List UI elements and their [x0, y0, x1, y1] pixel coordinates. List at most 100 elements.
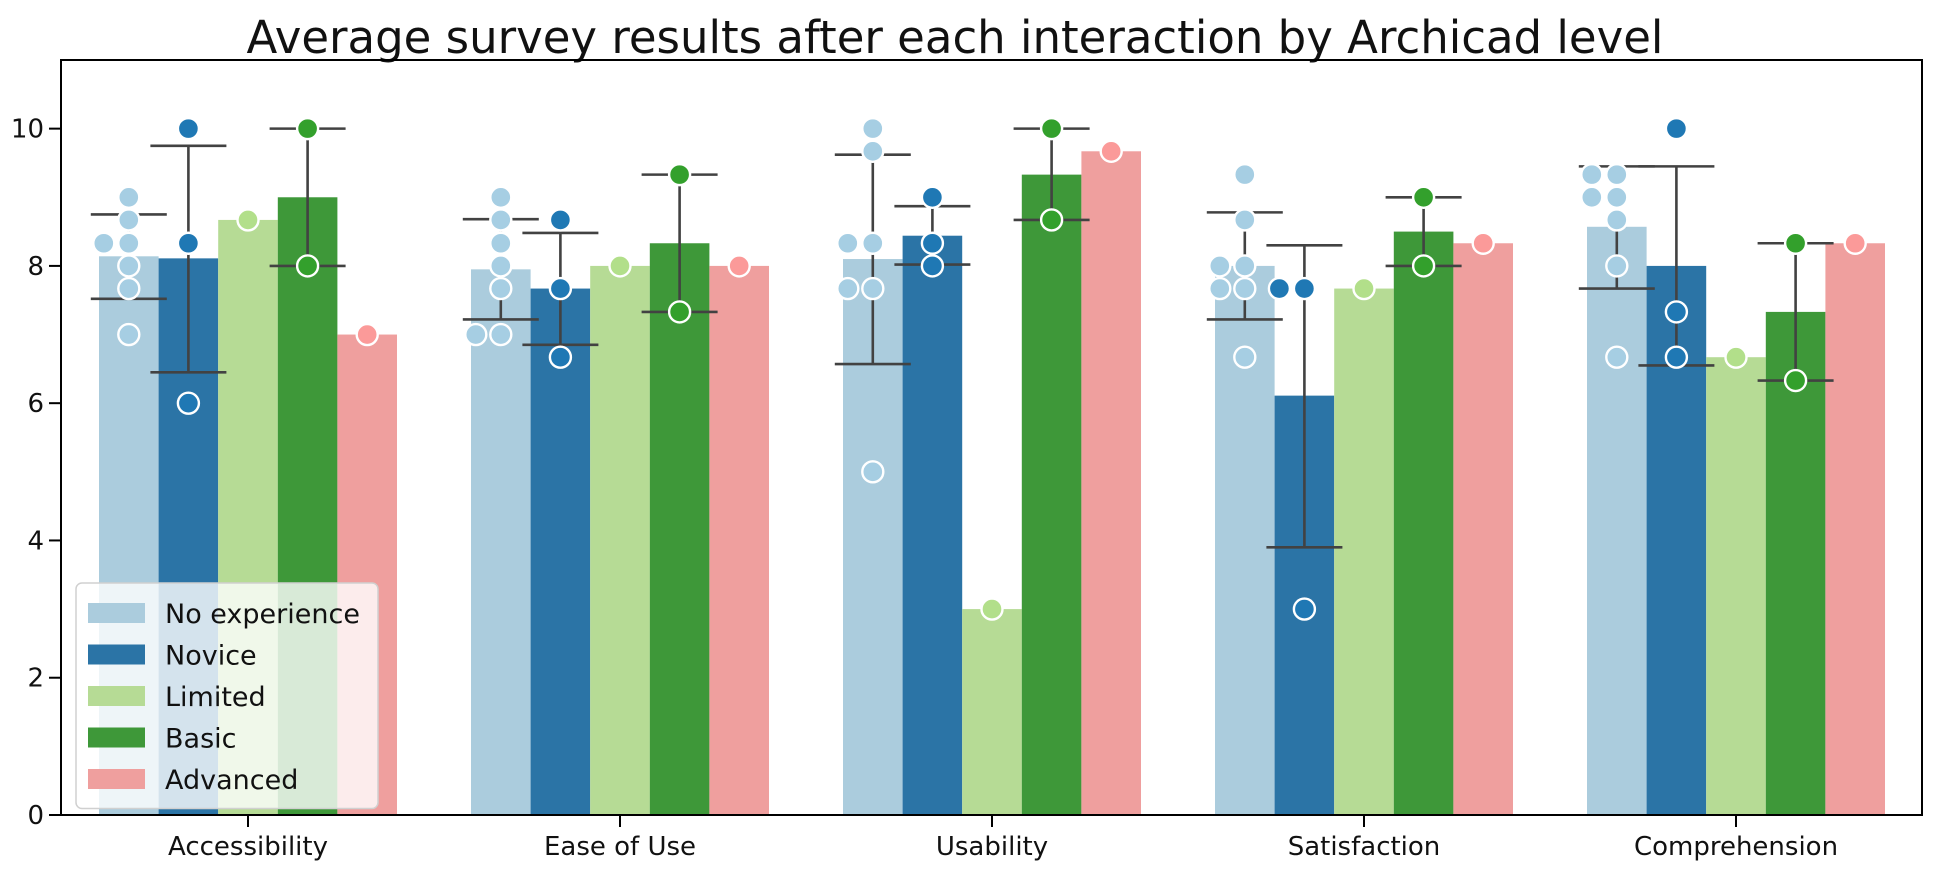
data-point: [1724, 345, 1748, 369]
x-tick-label: Ease of Use: [544, 832, 696, 862]
data-point: [236, 208, 260, 232]
bar-no-experience-comprehension: [1587, 226, 1647, 815]
data-point: [980, 597, 1004, 621]
data-point: [667, 162, 692, 187]
legend-swatch-limited: [88, 686, 145, 706]
data-point: [1233, 162, 1257, 187]
x-tick-label: Accessibility: [168, 832, 328, 862]
bar-basic-usability: [1021, 174, 1082, 815]
data-point: [176, 116, 201, 141]
data-point: [1411, 254, 1436, 278]
data-point: [117, 254, 141, 278]
data-point: [1233, 208, 1257, 232]
legend-swatch-advanced: [88, 769, 145, 789]
data-point: [489, 231, 513, 255]
data-point: [1233, 254, 1257, 278]
legend: No experience Novice Limited Basic Advanced: [75, 582, 379, 810]
data-point: [1580, 162, 1604, 187]
data-point: [667, 300, 692, 324]
bar-advanced-satisfaction: [1453, 243, 1513, 815]
chart-title: Average survey results after each intera…: [247, 11, 1664, 64]
data-point: [1605, 162, 1629, 187]
data-point: [1039, 116, 1064, 141]
data-point: [117, 208, 141, 232]
data-point: [1471, 231, 1495, 255]
legend-label: No experience: [165, 599, 360, 630]
data-point: [489, 322, 513, 347]
data-point: [548, 208, 573, 232]
data-point: [1099, 139, 1123, 163]
data-point: [1843, 231, 1867, 255]
bar-limited-ease-of-use: [590, 265, 650, 816]
y-tick-label: 10: [11, 115, 44, 145]
data-point: [1783, 231, 1808, 255]
points-layer: [92, 116, 1867, 621]
legend-label: Basic: [165, 724, 236, 755]
x-tick-label: Satisfaction: [1288, 832, 1441, 862]
data-point: [176, 391, 201, 415]
data-point: [1783, 368, 1808, 393]
y-tick-label: 2: [27, 664, 44, 694]
data-point: [920, 254, 945, 278]
bar-limited-comprehension: [1706, 357, 1766, 815]
data-point: [1352, 276, 1376, 301]
data-point: [117, 276, 141, 301]
data-point: [489, 185, 513, 209]
data-point: [727, 254, 751, 278]
y-tick-label: 6: [27, 389, 44, 419]
bar-basic-comprehension: [1765, 311, 1826, 815]
bar-advanced-usability: [1081, 151, 1141, 815]
data-point: [608, 254, 632, 278]
data-point: [1664, 300, 1689, 324]
bar-basic-satisfaction: [1393, 231, 1454, 815]
data-point: [489, 276, 513, 301]
data-point: [861, 276, 885, 301]
data-point: [861, 231, 885, 255]
data-point: [489, 254, 513, 278]
legend-swatch-novice: [88, 644, 145, 665]
data-point: [1580, 185, 1604, 209]
data-point: [1605, 208, 1629, 232]
data-point: [836, 276, 860, 301]
data-point: [295, 254, 320, 278]
data-point: [836, 231, 860, 255]
data-point: [1605, 185, 1629, 209]
bar-no-experience-ease-of-use: [471, 269, 531, 815]
legend-swatch-no-experience: [88, 603, 145, 623]
data-point: [548, 345, 573, 369]
data-point: [1233, 345, 1257, 369]
data-point: [464, 322, 488, 347]
data-point: [1267, 276, 1292, 301]
data-point: [548, 276, 573, 301]
bar-novice-ease-of-use: [530, 288, 591, 815]
x-tick-label: Comprehension: [1634, 832, 1838, 862]
data-point: [1664, 116, 1689, 141]
bar-novice-usability: [902, 235, 963, 815]
data-point: [1292, 597, 1317, 621]
data-point: [861, 139, 885, 163]
data-point: [920, 231, 945, 255]
x-axis: Accessibility Ease of Use Usability Satisfa…: [168, 815, 1838, 862]
data-point: [861, 116, 885, 141]
bar-basic-ease-of-use: [649, 243, 710, 815]
data-point: [1292, 276, 1317, 301]
bar-advanced-ease-of-use: [709, 265, 769, 816]
bar-limited-usability: [962, 609, 1022, 815]
data-point: [1039, 208, 1064, 232]
data-point: [92, 231, 116, 255]
data-point: [117, 185, 141, 209]
x-tick-label: Usability: [936, 832, 1048, 862]
y-tick-label: 0: [27, 801, 44, 831]
legend-label: Advanced: [165, 765, 298, 796]
y-axis: 0 2 4 6 8 10: [11, 115, 61, 831]
y-tick-label: 8: [27, 252, 44, 282]
data-point: [489, 208, 513, 232]
legend-label: Limited: [165, 682, 266, 713]
data-point: [1605, 345, 1629, 369]
data-point: [1605, 254, 1629, 278]
data-point: [1664, 345, 1689, 369]
data-point: [1208, 254, 1232, 278]
bar-limited-satisfaction: [1334, 288, 1394, 815]
